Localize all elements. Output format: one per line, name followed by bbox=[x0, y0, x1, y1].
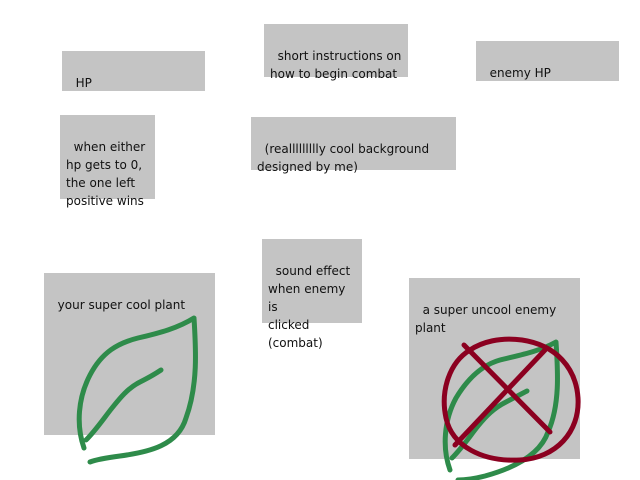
combat-instructions-text: short instructions on how to begin comba… bbox=[270, 49, 402, 81]
enemy-plant-card[interactable]: a super uncool enemy plant bbox=[409, 278, 580, 459]
player-hp-box: HP bbox=[62, 51, 205, 91]
win-rule-box: when either hp gets to 0, the one left p… bbox=[60, 115, 155, 208]
sound-effect-text: sound effect when enemy is clicked (comb… bbox=[268, 264, 351, 350]
player-hp-label: HP bbox=[75, 76, 92, 90]
player-plant-label: your super cool plant bbox=[57, 298, 186, 312]
win-rule-text: when either hp gets to 0, the one left p… bbox=[66, 140, 146, 208]
enemy-plant-label: a super uncool enemy plant bbox=[415, 303, 557, 335]
background-note-text: (reallllllllly cool background designed … bbox=[257, 142, 430, 174]
background-note-box: (reallllllllly cool background designed … bbox=[251, 117, 456, 174]
enemy-hp-label: enemy HP bbox=[489, 66, 551, 80]
enemy-hp-box: enemy HP bbox=[476, 41, 619, 81]
combat-instructions-box: short instructions on how to begin comba… bbox=[264, 24, 408, 81]
player-plant-card[interactable]: your super cool plant bbox=[44, 273, 215, 435]
sound-effect-box: sound effect when enemy is clicked (comb… bbox=[262, 239, 362, 350]
